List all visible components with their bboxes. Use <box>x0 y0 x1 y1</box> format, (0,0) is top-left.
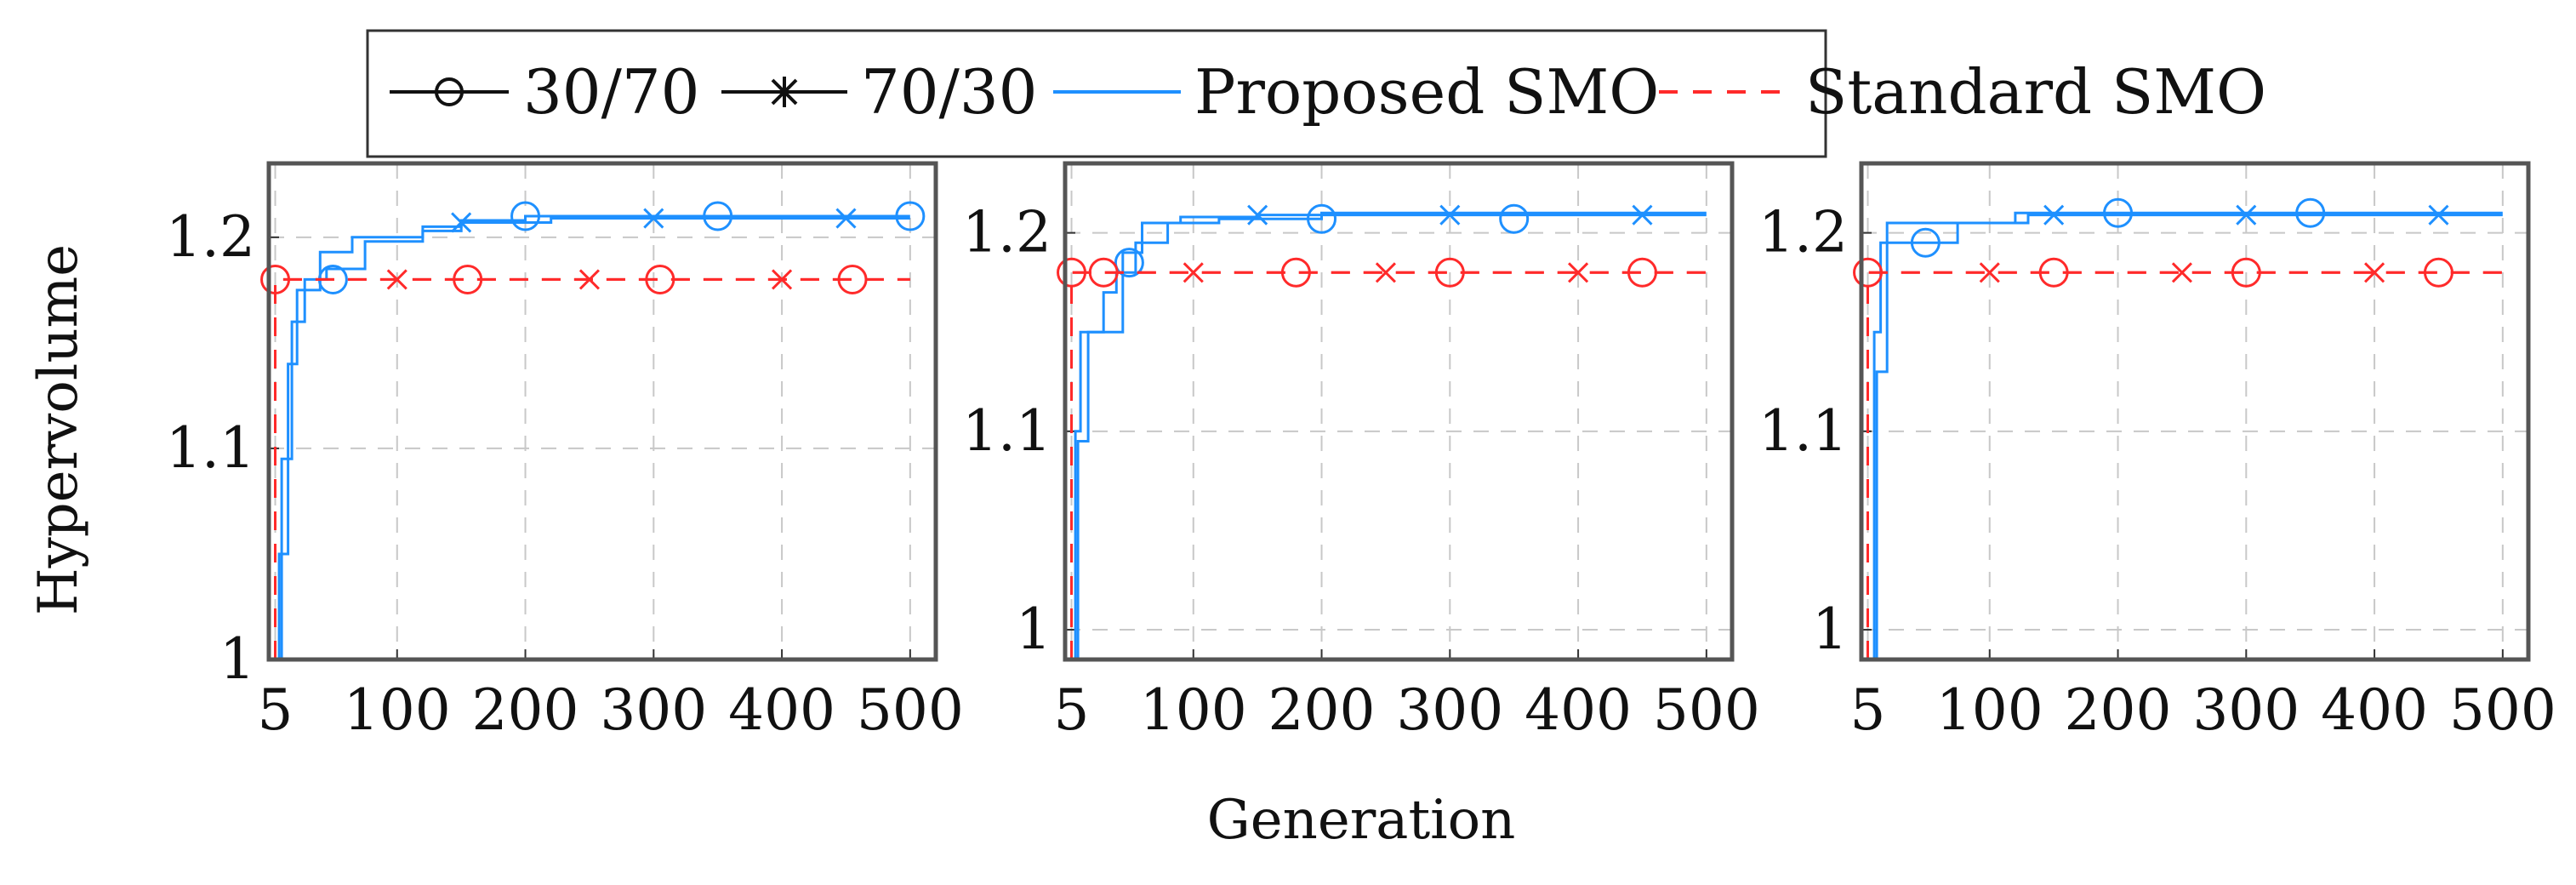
x-tick-label: 400 <box>1525 677 1632 743</box>
plot-area <box>1065 163 1732 659</box>
x-tick-label: 400 <box>2321 677 2428 743</box>
x-tick-label: 200 <box>1268 677 1376 743</box>
series-line <box>1867 211 2503 661</box>
chart-panel-3: 5 100 200 300 400 500 1 1.1 1.2 <box>1758 161 2556 743</box>
cross-marker <box>2171 262 2192 283</box>
x-tick-label: 5 <box>258 677 294 743</box>
legend-item-30-70: 30/70 <box>390 56 700 128</box>
circle-marker <box>1307 203 1337 234</box>
series-line <box>1071 214 1707 661</box>
circle-marker <box>895 201 926 231</box>
cross-marker <box>835 208 857 229</box>
y-tick-label: 1.2 <box>166 204 255 270</box>
plot-area <box>1861 163 2528 659</box>
plot-frame <box>1063 161 1735 662</box>
chart-panel-2: 5 100 200 300 400 500 1 1.1 1.2 <box>962 161 1760 743</box>
x-axis-title: Generation <box>1207 789 1516 852</box>
x-tick-label: 500 <box>857 677 964 743</box>
circle-marker <box>1114 248 1144 278</box>
x-tick-label: 200 <box>2065 677 2172 743</box>
cross-marker <box>578 269 600 290</box>
plot-area <box>269 163 936 659</box>
x-tick-label: 100 <box>344 677 451 743</box>
legend-cross-marker-icon <box>771 77 798 107</box>
legend-circle-marker-icon <box>435 77 464 106</box>
cross-marker <box>2428 204 2449 226</box>
circle-marker <box>703 201 733 231</box>
cross-marker <box>1439 204 1461 226</box>
cross-marker <box>2364 262 2385 283</box>
chart-panel-1: 5 100 200 300 400 500 1 1.1 1.2 <box>166 161 964 743</box>
circle-marker <box>2103 197 2134 228</box>
cross-marker <box>2236 204 2257 226</box>
x-tick-label: 5 <box>1054 677 1090 743</box>
y-tick-label: 1.1 <box>1758 398 1848 464</box>
cross-marker <box>1632 204 1653 226</box>
legend-item-proposed-smo: Proposed SMO <box>1053 56 1659 128</box>
y-tick-label: 1 <box>219 626 255 692</box>
x-tick-label: 500 <box>2449 677 2556 743</box>
cross-marker <box>643 208 664 229</box>
series-line <box>1070 271 1707 659</box>
legend-label-70-30: 70/30 <box>861 56 1038 128</box>
plot-frame <box>266 161 938 662</box>
y-tick-label: 1.2 <box>962 200 1051 266</box>
y-tick-label: 1.1 <box>962 398 1051 464</box>
y-tick-label: 1 <box>1812 597 1848 662</box>
cross-marker <box>1375 262 1396 283</box>
cross-marker <box>386 269 407 290</box>
x-tick-label: 300 <box>600 677 707 743</box>
cross-marker <box>1979 262 2000 283</box>
x-tick-label: 300 <box>2192 677 2300 743</box>
x-tick-label: 5 <box>1850 677 1886 743</box>
x-tick-label: 100 <box>1936 677 2043 743</box>
legend-label-30-70: 30/70 <box>523 56 700 128</box>
y-tick-label: 1 <box>1016 597 1051 662</box>
x-tick-label: 400 <box>728 677 835 743</box>
cross-marker <box>451 212 472 233</box>
cross-marker <box>1247 204 1268 226</box>
plot-frame <box>1859 161 2531 662</box>
series-line <box>275 217 910 661</box>
cross-marker <box>772 269 793 290</box>
legend-item-standard-smo: Standard SMO <box>1659 56 2266 128</box>
series-line <box>1867 214 2503 661</box>
cross-marker <box>1568 262 1589 283</box>
legend-label-standard-smo: Standard SMO <box>1805 56 2266 128</box>
x-tick-label: 300 <box>1396 677 1503 743</box>
series-line <box>1071 211 1707 661</box>
x-tick-label: 100 <box>1140 677 1247 743</box>
legend-item-70-30: 70/30 <box>721 56 1038 128</box>
x-tick-label: 200 <box>472 677 579 743</box>
legend-label-proposed-smo: Proposed SMO <box>1194 56 1659 128</box>
circle-marker <box>2295 197 2326 228</box>
cross-marker <box>1183 262 1204 283</box>
legend: 30/70 70/30 Proposed SMO Standard SMO <box>366 29 2266 158</box>
series-line <box>275 214 910 661</box>
series-line <box>1866 271 2503 659</box>
cross-marker <box>2043 204 2065 226</box>
circle-marker <box>1499 203 1530 234</box>
y-tick-label: 1.2 <box>1758 200 1848 266</box>
y-axis-title: Hypervolume <box>27 244 90 615</box>
circle-marker <box>510 201 541 231</box>
x-tick-label: 500 <box>1653 677 1760 743</box>
y-tick-label: 1.1 <box>166 415 255 481</box>
